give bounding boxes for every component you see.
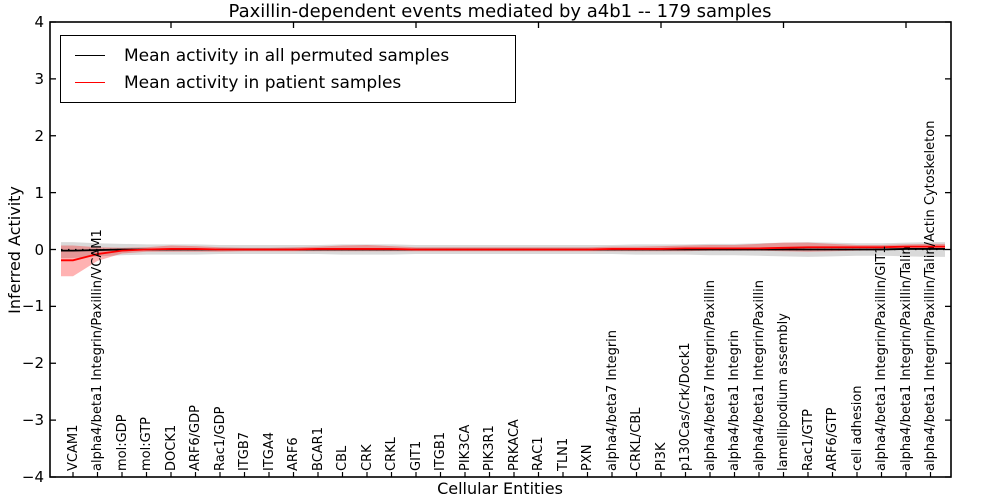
x-tick-label: TLN1 [555, 437, 571, 471]
x-tick-label: PIK3R1 [482, 425, 497, 471]
x-tick-label: PRKACA [506, 419, 522, 471]
x-tick-label: DOCK1 [163, 424, 179, 471]
x-tick-label: PI3K [653, 442, 669, 471]
legend-label-permuted: Mean activity in all permuted samples [124, 45, 450, 66]
x-tick-label: PXN [580, 444, 595, 471]
x-tick-label: ARF6 [286, 437, 301, 471]
x-tick-label: cell adhesion [849, 385, 865, 471]
y-tick-label: −3 [21, 411, 44, 430]
legend-line-permuted-icon [75, 55, 105, 56]
x-tick-label: alpha4/beta1 Integrin/Paxillin/Talin/Act… [923, 120, 938, 471]
y-tick-label: −4 [21, 468, 44, 486]
y-tick-label: 3 [34, 69, 44, 88]
x-axis-label: Cellular Entities [437, 479, 563, 498]
x-tick-label: alpha4/beta1 Integrin/Paxillin/GIT1 [874, 245, 889, 471]
mean-line-patient [61, 245, 945, 262]
x-tick-label: CRK [359, 444, 375, 471]
x-tick-label: BCAR1 [310, 427, 326, 471]
x-tick-label: RAC1 [531, 436, 546, 471]
x-tick-label: mol:GDP [114, 414, 130, 471]
legend-label-patient: Mean activity in patient samples [124, 72, 402, 93]
x-tick-label: p130Cas/Crk/Dock1 [678, 342, 693, 471]
x-tick-label: alpha4/beta7 Integrin [604, 329, 620, 471]
legend-item-patient: Mean activity in patient samples [75, 69, 509, 96]
x-tick-label: Rac1/GTP [800, 409, 816, 471]
x-tick-label: Rac1/GDP [212, 406, 228, 471]
y-tick-label: 1 [34, 183, 44, 202]
x-tick-label: alpha4/beta7 Integrin/Paxillin [702, 279, 718, 471]
x-tick-label: CBL [335, 445, 350, 471]
x-tick-label: ITGB7 [237, 431, 252, 471]
x-tick-label: ITGA4 [261, 431, 277, 471]
legend-item-permuted: Mean activity in all permuted samples [75, 42, 509, 69]
chart-title: Paxillin-dependent events mediated by a4… [228, 1, 772, 22]
y-tick-label: 2 [34, 126, 44, 145]
x-tick-label: alpha4/beta1 Integrin/Paxillin/VCAM1 [90, 229, 105, 471]
y-tick-label: −2 [21, 354, 44, 373]
x-tick-label: lamellipodium assembly [776, 313, 791, 471]
band-patient [61, 242, 945, 277]
x-tick-label: ARF6/GDP [188, 405, 203, 471]
x-tick-label: ITGB1 [433, 431, 448, 471]
x-tick-label: GIT1 [408, 440, 424, 471]
y-tick-label: −1 [21, 297, 44, 316]
y-tick-label: 0 [34, 240, 44, 259]
legend-line-patient-icon [75, 82, 105, 83]
x-tick-label: alpha4/beta1 Integrin/Paxillin [751, 279, 767, 471]
x-tick-label: mol:GTP [139, 417, 154, 471]
legend: Mean activity in all permuted samples Me… [60, 35, 516, 103]
x-tick-label: CRKL [384, 437, 399, 471]
y-tick-label: 4 [34, 13, 44, 31]
x-tick-label: CRKL/CBL [629, 407, 644, 472]
x-tick-label: ARF6/GTP [825, 407, 840, 471]
x-tick-label: alpha4/beta1 Integrin/Paxillin/Talin [898, 246, 914, 471]
x-tick-label: alpha4/beta1 Integrin [727, 329, 742, 471]
x-tick-label: VCAM1 [65, 424, 81, 471]
x-tick-label: PIK3CA [457, 424, 473, 471]
